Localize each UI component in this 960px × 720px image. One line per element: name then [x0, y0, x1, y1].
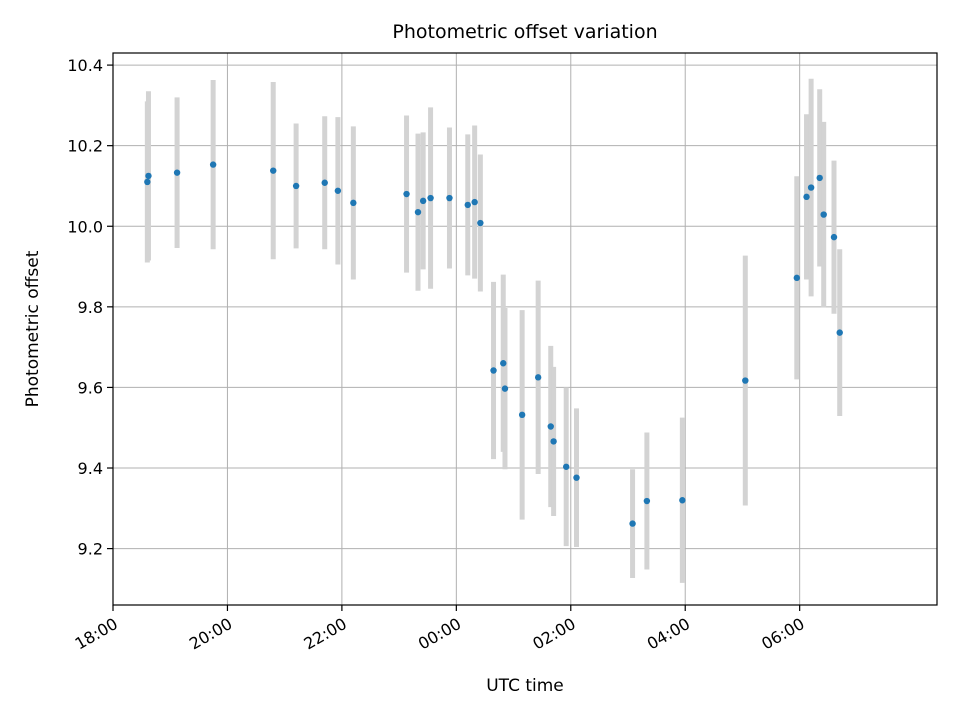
data-point: [679, 497, 686, 504]
y-axis-title: Photometric offset: [23, 250, 43, 407]
data-point: [446, 194, 453, 202]
data-point: [173, 169, 181, 176]
data-point: [292, 182, 300, 190]
data-point: [145, 172, 152, 180]
data-point: [209, 161, 217, 168]
data-point: [643, 497, 651, 505]
data-point: [518, 411, 526, 419]
data-point: [477, 219, 484, 227]
data-point: [414, 208, 422, 216]
data-point: [419, 197, 427, 205]
data-point: [334, 187, 342, 194]
data-point: [270, 167, 277, 174]
data-point: [573, 474, 580, 481]
x-axis-title: UTC time: [486, 676, 564, 696]
chart-title: Photometric offset variation: [392, 21, 657, 43]
axes-frame: [112, 52, 938, 606]
data-point: [563, 463, 570, 470]
data-point: [501, 385, 509, 392]
data-point: [820, 211, 827, 218]
y-tick-label: 9.2: [78, 540, 103, 559]
data-point: [629, 520, 636, 527]
y-tick-label: 9.4: [78, 459, 103, 478]
data-point: [427, 194, 434, 202]
data-point: [403, 190, 410, 198]
y-tick-label: 10.2: [67, 137, 103, 156]
data-point: [803, 193, 810, 201]
y-tick-label: 9.6: [78, 378, 103, 397]
data-point: [793, 274, 801, 282]
data-point: [144, 178, 151, 186]
data-point: [807, 184, 815, 191]
data-point: [830, 233, 838, 241]
data-point: [471, 198, 478, 206]
data-point: [321, 179, 328, 186]
y-tick-label: 9.8: [78, 298, 103, 317]
y-tick-label: 10.0: [67, 217, 103, 236]
data-point: [350, 199, 357, 207]
y-tick-label: 10.4: [67, 56, 103, 75]
data-point: [550, 438, 557, 445]
data-point: [534, 374, 542, 381]
data-point: [816, 174, 823, 182]
data-point: [836, 329, 843, 336]
data-point: [500, 360, 507, 367]
data-point: [464, 201, 471, 209]
data-point: [742, 377, 749, 384]
data-point: [490, 367, 497, 374]
data-point: [547, 423, 554, 430]
